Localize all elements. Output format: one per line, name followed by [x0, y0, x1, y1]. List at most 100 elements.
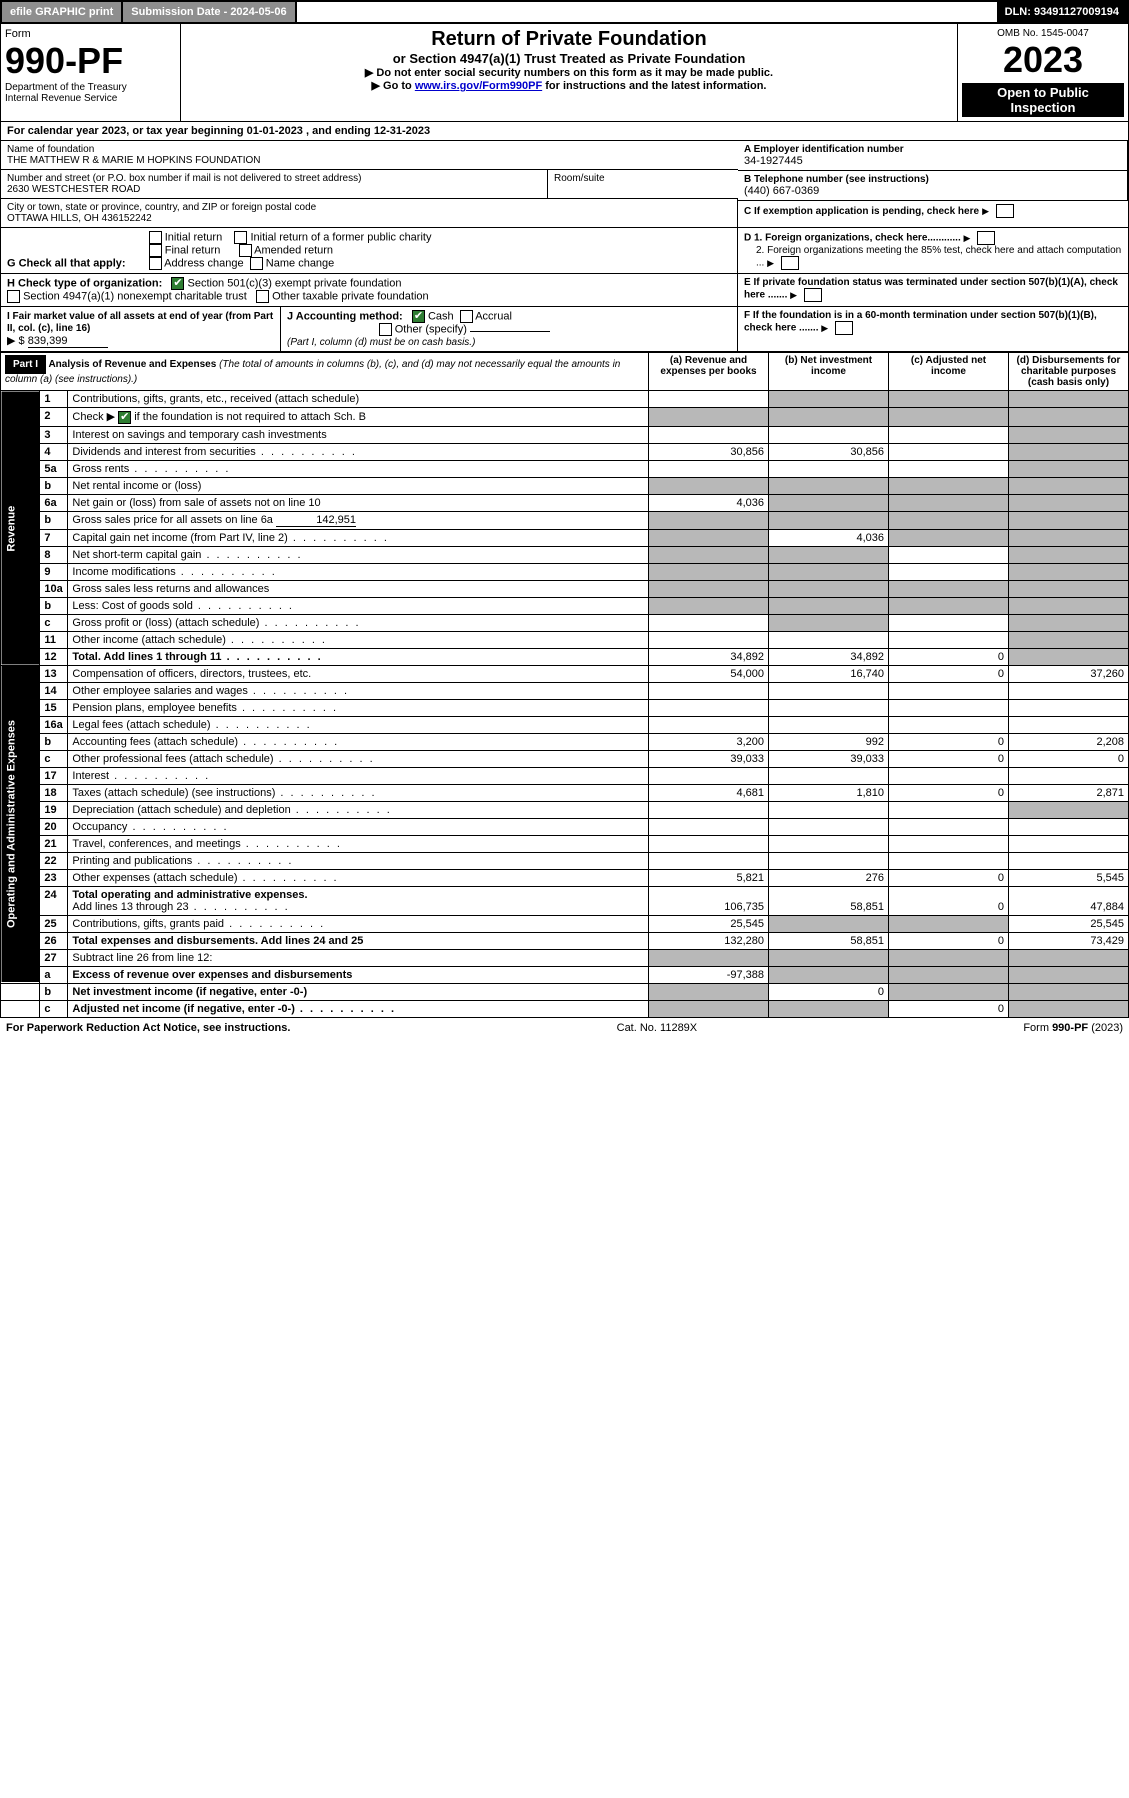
table-row: 9Income modifications	[1, 563, 1129, 580]
l18-a: 4,681	[649, 784, 769, 801]
city: OTTAWA HILLS, OH 436152242	[7, 213, 731, 224]
l6b-desc: Gross sales price for all assets on line…	[68, 511, 649, 529]
efile-btn[interactable]: efile GRAPHIC print	[2, 2, 123, 22]
arrow-icon	[821, 323, 830, 334]
table-row: Revenue 1Contributions, gifts, grants, e…	[1, 391, 1129, 408]
part1-table: Part I Analysis of Revenue and Expenses …	[0, 352, 1129, 1018]
part1-label: Part I	[5, 355, 46, 374]
g-addrchg-chk[interactable]	[149, 257, 162, 270]
d2-checkbox[interactable]	[781, 256, 799, 270]
instr-link-row: ▶ Go to www.irs.gov/Form990PF for instru…	[185, 79, 953, 92]
cal-mid: , and ending	[303, 125, 374, 137]
j-other-chk[interactable]	[379, 323, 392, 336]
footer-left: For Paperwork Reduction Act Notice, see …	[6, 1022, 290, 1034]
h-501c3-chk[interactable]	[171, 277, 184, 290]
l12-c: 0	[889, 648, 1009, 665]
g-former-chk[interactable]	[234, 231, 247, 244]
l27-desc: Subtract line 26 from line 12:	[68, 949, 649, 966]
l24-d: 47,884	[1009, 886, 1129, 915]
l18-c: 0	[889, 784, 1009, 801]
l7-b: 4,036	[769, 529, 889, 546]
arrow-icon	[964, 233, 973, 244]
table-row: 11Other income (attach schedule)	[1, 631, 1129, 648]
revenue-section: Revenue	[1, 391, 40, 666]
dln: DLN: 93491127009194	[997, 2, 1127, 22]
g-final-chk[interactable]	[149, 244, 162, 257]
l25-d: 25,545	[1009, 915, 1129, 932]
g-label: G Check all that apply:	[7, 257, 126, 269]
phone-label: B Telephone number (see instructions)	[744, 174, 1121, 185]
l3-desc: Interest on savings and temporary cash i…	[68, 426, 649, 443]
i-j-f-block: I Fair market value of all assets at end…	[0, 307, 1129, 352]
g-final: Final return	[165, 244, 221, 256]
l24-c: 0	[889, 886, 1009, 915]
table-row: cGross profit or (loss) (attach schedule…	[1, 614, 1129, 631]
l4-b: 30,856	[769, 443, 889, 460]
table-row: 22Printing and publications	[1, 852, 1129, 869]
j-accrual-chk[interactable]	[460, 310, 473, 323]
h-4947-chk[interactable]	[7, 290, 20, 303]
l16c-desc: Other professional fees (attach schedule…	[68, 750, 649, 767]
l6a-desc: Net gain or (loss) from sale of assets n…	[68, 494, 649, 511]
table-row: 20Occupancy	[1, 818, 1129, 835]
d1-checkbox[interactable]	[977, 231, 995, 245]
table-row: bAccounting fees (attach schedule)3,2009…	[1, 733, 1129, 750]
calendar-year-row: For calendar year 2023, or tax year begi…	[0, 122, 1129, 141]
l17-desc: Interest	[68, 767, 649, 784]
l16a-desc: Legal fees (attach schedule)	[68, 716, 649, 733]
dept: Department of the Treasury	[5, 82, 176, 93]
j-accrual: Accrual	[475, 310, 512, 322]
g-addrchg: Address change	[164, 257, 244, 269]
footer-mid: Cat. No. 11289X	[617, 1022, 698, 1034]
l16c-a: 39,033	[649, 750, 769, 767]
f-label: F If the foundation is in a 60-month ter…	[744, 310, 1097, 334]
table-row: 7Capital gain net income (from Part IV, …	[1, 529, 1129, 546]
table-row: 2Check ▶ if the foundation is not requir…	[1, 408, 1129, 427]
l2-desc: Check ▶ if the foundation is not require…	[68, 408, 649, 427]
d1-label: D 1. Foreign organizations, check here..…	[744, 233, 961, 244]
l14-desc: Other employee salaries and wages	[68, 682, 649, 699]
omb: OMB No. 1545-0047	[962, 28, 1124, 39]
part1-title: Analysis of Revenue and Expenses	[48, 359, 216, 370]
l6b-pre: Gross sales price for all assets on line…	[72, 514, 273, 526]
table-row: 12Total. Add lines 1 through 1134,89234,…	[1, 648, 1129, 665]
instr-ssn: ▶ Do not enter social security numbers o…	[185, 66, 953, 79]
table-row: 16aLegal fees (attach schedule)	[1, 716, 1129, 733]
l27b-desc: Net investment income (if negative, ente…	[68, 983, 649, 1000]
l15-desc: Pension plans, employee benefits	[68, 699, 649, 716]
l5b-desc: Net rental income or (loss)	[68, 477, 649, 494]
h-other-chk[interactable]	[256, 290, 269, 303]
l2-chk[interactable]	[118, 411, 131, 424]
l27c-c: 0	[889, 1000, 1009, 1017]
form990pf-link[interactable]: www.irs.gov/Form990PF	[415, 80, 542, 92]
f-checkbox[interactable]	[835, 321, 853, 335]
l16b-c: 0	[889, 733, 1009, 750]
c-checkbox[interactable]	[996, 204, 1014, 218]
g-namechg-chk[interactable]	[250, 257, 263, 270]
l16c-c: 0	[889, 750, 1009, 767]
table-row: 27Subtract line 26 from line 12:	[1, 949, 1129, 966]
form-number: 990-PF	[5, 40, 176, 82]
g-d-block: G Check all that apply: Initial return I…	[0, 228, 1129, 274]
col-a-hdr: (a) Revenue and expenses per books	[649, 353, 769, 391]
g-amended-chk[interactable]	[239, 244, 252, 257]
e-checkbox[interactable]	[804, 288, 822, 302]
l24-a: 106,735	[649, 886, 769, 915]
l26-c: 0	[889, 932, 1009, 949]
table-row: bNet rental income or (loss)	[1, 477, 1129, 494]
table-row: bNet investment income (if negative, ent…	[1, 983, 1129, 1000]
table-row: bGross sales price for all assets on lin…	[1, 511, 1129, 529]
l23-desc: Other expenses (attach schedule)	[68, 869, 649, 886]
table-row: 15Pension plans, employee benefits	[1, 699, 1129, 716]
table-row: 17Interest	[1, 767, 1129, 784]
j-cash-chk[interactable]	[412, 310, 425, 323]
g-initial-chk[interactable]	[149, 231, 162, 244]
col-d-hdr: (d) Disbursements for charitable purpose…	[1009, 353, 1129, 391]
col-b-hdr: (b) Net investment income	[769, 353, 889, 391]
addr-label: Number and street (or P.O. box number if…	[7, 173, 541, 184]
table-row: 10aGross sales less returns and allowanc…	[1, 580, 1129, 597]
l27a-desc: Excess of revenue over expenses and disb…	[68, 966, 649, 983]
cal-begin: 01-01-2023	[247, 125, 303, 137]
l4-desc: Dividends and interest from securities	[68, 443, 649, 460]
expenses-section: Operating and Administrative Expenses	[1, 665, 40, 983]
